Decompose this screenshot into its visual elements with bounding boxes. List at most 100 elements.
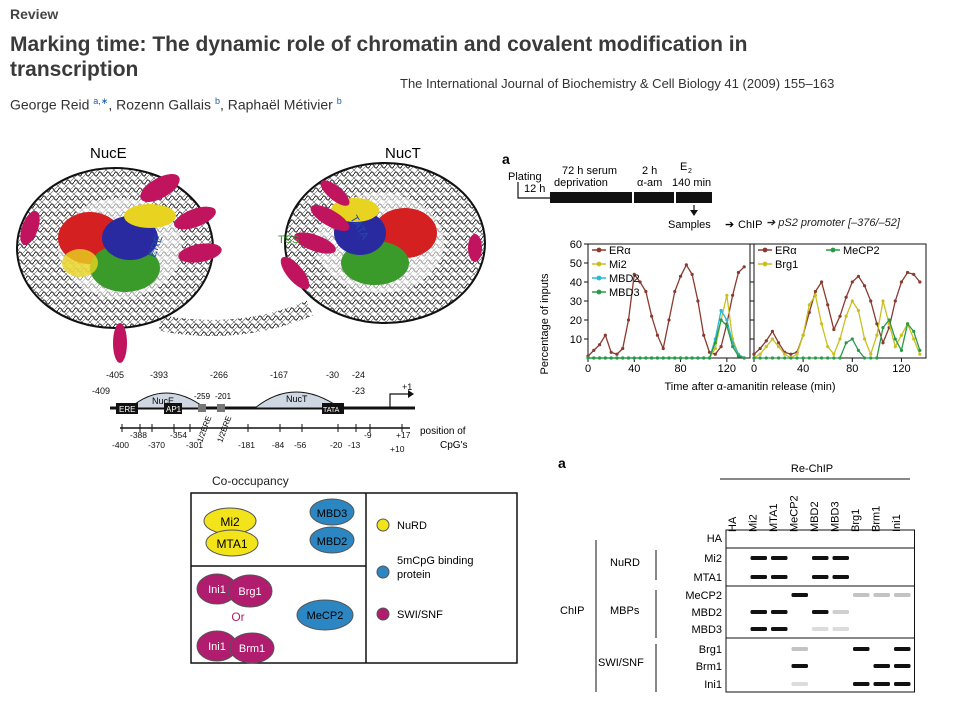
legend-marker: [596, 261, 602, 267]
blot-band: [812, 627, 829, 631]
data-point: [690, 272, 694, 276]
data-point: [731, 345, 735, 349]
data-point: [899, 333, 904, 337]
data-point: [626, 318, 631, 322]
timeline-aam: α-am: [637, 177, 662, 189]
nuct-map-label: NucT: [286, 394, 308, 404]
blot-band: [771, 575, 788, 579]
timeline-serum: 72 h serum: [562, 165, 617, 177]
tss-annotation: TSS: [278, 234, 299, 246]
data-point: [918, 352, 922, 356]
blot-band: [750, 627, 767, 631]
data-point: [650, 356, 654, 360]
data-point: [850, 337, 854, 341]
timeline-2h: 2 h: [642, 165, 657, 177]
data-point: [776, 356, 781, 360]
data-point: [678, 274, 683, 278]
data-point: [764, 356, 768, 360]
timeline-arrow-head: [690, 210, 698, 216]
blot-group-box: [725, 547, 915, 587]
data-point: [661, 346, 665, 351]
data-point: [696, 299, 700, 303]
data-point: [684, 263, 688, 267]
data-point: [893, 299, 897, 303]
blot-band: [750, 575, 767, 579]
data-point: [850, 299, 854, 303]
blot-layer: HA Mi2 MTA1 MeCP2 MBD2 MBD3 Brg1 Brm1 Ini1 HA Mi2 M…: [685, 495, 915, 693]
y-tick-label: 10: [570, 334, 582, 346]
cpg-position: -370: [148, 440, 165, 450]
data-point: [684, 356, 688, 360]
data-point: [609, 356, 613, 360]
legend-marker: [762, 247, 768, 253]
chart-xlabel: Time after α-amanitin release (min): [665, 381, 836, 393]
data-point: [832, 327, 836, 332]
data-point: [789, 356, 793, 360]
legend-label: Brg1: [775, 259, 798, 271]
data-point: [592, 348, 596, 352]
data-point: [899, 348, 904, 352]
data-point: [707, 356, 712, 360]
data-point: [764, 339, 768, 343]
data-point: [813, 356, 818, 360]
position-label: -405: [106, 370, 124, 380]
data-point: [725, 324, 729, 328]
treatment-timeline: a Plating 12 h 72 h serum deprivation 2 …: [502, 151, 762, 231]
data-point: [819, 322, 824, 326]
data-point: [644, 289, 648, 294]
legend-label: MBD2: [609, 273, 640, 285]
tata-box-label: TATA: [323, 407, 340, 414]
ini1-label: Ini1: [208, 584, 226, 596]
rechip-column-label: Mi2: [748, 514, 760, 532]
ere-box: [116, 403, 138, 414]
x-tick-label: 0: [585, 363, 591, 375]
timeline-aam-bar: [634, 192, 674, 203]
data-point: [702, 356, 706, 360]
data-point: [673, 356, 677, 360]
timeline-serum-bar: [550, 192, 632, 203]
rechip-column-label: HA: [727, 516, 739, 532]
data-point: [776, 341, 781, 345]
group-label-nurd: NuRD: [610, 557, 640, 569]
group-label-mbps: MBPs: [610, 605, 640, 617]
rechip-row-label: Brm1: [696, 661, 722, 673]
blot-band: [853, 593, 870, 597]
group-label-swisnf: SWI/SNF: [598, 657, 644, 669]
data-point: [912, 272, 916, 276]
ap1-box-label: AP1: [166, 405, 182, 414]
nucleosome-nuct: [280, 162, 486, 324]
rechip-column-label: MeCP2: [789, 495, 801, 532]
x-tick-label: 80: [674, 363, 686, 375]
legend-marker: [596, 289, 602, 295]
blot-band: [832, 575, 849, 579]
cpg-position: +17: [396, 430, 411, 440]
data-point: [856, 308, 861, 313]
data-point: [844, 314, 848, 318]
blot-band: [791, 682, 808, 686]
data-point: [609, 350, 613, 354]
data-point: [862, 356, 867, 360]
legend-marker: [830, 247, 836, 253]
data-point: [661, 356, 665, 360]
author-name: George Reid: [10, 96, 90, 113]
data-point: [795, 356, 799, 360]
chart-ylabel: Percentage of inputs: [540, 273, 551, 374]
ini1-label: Ini1: [208, 641, 226, 653]
nuce-map-label: NucE: [152, 396, 174, 406]
data-point: [752, 356, 756, 360]
data-point: [807, 356, 811, 360]
author-affiliation: a,∗: [93, 96, 109, 106]
rechip-column-label: Brm1: [871, 506, 883, 532]
timeline-140: 140 min: [672, 177, 711, 189]
data-point: [905, 270, 910, 275]
flow-samples: Samples: [668, 219, 711, 231]
brm1-label: Brm1: [239, 643, 265, 655]
data-point: [719, 318, 723, 322]
series-line: [753, 293, 921, 359]
data-point: [667, 318, 671, 322]
author-list: George Reid a,∗, Rozenn Gallais b, Rapha…: [10, 96, 342, 113]
data-point: [725, 318, 729, 322]
data-point: [862, 337, 867, 341]
timeline-plating: Plating: [508, 171, 542, 183]
rechip-column-label: Brg1: [850, 509, 862, 532]
